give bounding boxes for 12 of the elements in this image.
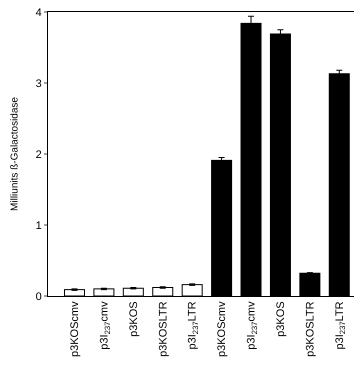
y-tick-label: 1 <box>36 220 42 232</box>
y-tick-label: 2 <box>36 148 42 161</box>
x-tick-label: p3KOS <box>275 301 288 337</box>
y-tick-label: 4 <box>36 6 42 19</box>
x-tick-label: p3KOSLTR <box>304 301 316 357</box>
x-tick-label: p3KOScmv <box>216 300 228 358</box>
x-tick-label: p3KOSLTR <box>157 301 170 357</box>
y-tick-label: 3 <box>36 78 42 90</box>
y-tick-label: 0 <box>36 290 42 303</box>
y-axis-title: Milliunits ß-Galactosidase <box>10 96 21 211</box>
x-tick-label: p3KOScmv <box>69 300 82 358</box>
x-tick-label: p3KOS <box>128 301 140 337</box>
